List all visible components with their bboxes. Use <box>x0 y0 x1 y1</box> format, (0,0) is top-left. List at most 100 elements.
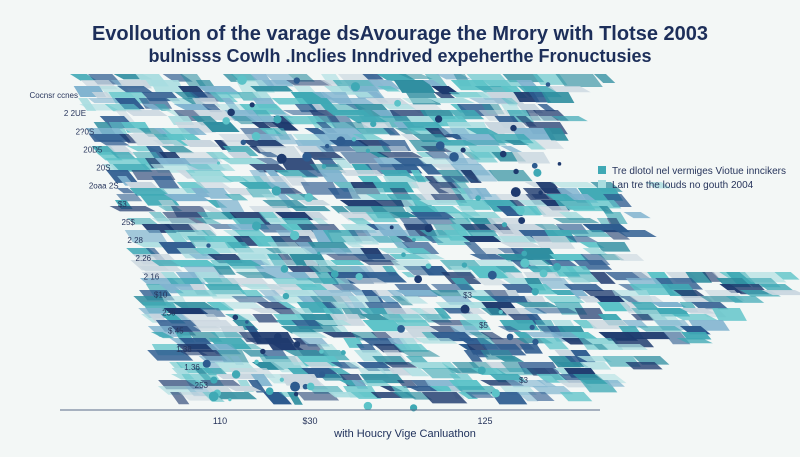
band-piece <box>541 92 575 104</box>
band-piece <box>103 164 121 172</box>
band-piece <box>534 140 565 149</box>
band-piece <box>381 104 417 110</box>
band-piece <box>527 284 558 295</box>
dot <box>306 382 315 391</box>
band-piece <box>104 104 143 112</box>
band-piece <box>505 380 548 388</box>
band-piece <box>227 224 260 232</box>
band-piece <box>543 128 569 141</box>
band-piece <box>295 284 328 291</box>
band-piece <box>154 104 172 111</box>
band-piece <box>234 230 268 238</box>
band-piece <box>482 80 527 88</box>
band-piece <box>224 92 244 99</box>
dot <box>210 376 218 384</box>
dot <box>249 102 255 108</box>
band-piece <box>383 128 401 136</box>
band-piece <box>151 218 200 226</box>
band-piece <box>434 140 478 146</box>
band-piece <box>469 254 507 260</box>
dot <box>302 152 312 162</box>
dot <box>414 275 423 284</box>
band-piece <box>526 368 552 376</box>
band-piece <box>347 218 375 226</box>
dot <box>321 164 327 169</box>
band-piece <box>534 224 565 230</box>
band-piece <box>339 200 384 207</box>
band-piece <box>220 302 264 309</box>
band-piece <box>183 128 207 135</box>
dot <box>351 136 357 142</box>
right-label: $5 <box>479 321 488 330</box>
band-piece <box>603 380 625 387</box>
dot <box>232 314 239 321</box>
dot <box>330 270 339 278</box>
band-piece <box>424 176 441 184</box>
band-piece <box>287 392 303 405</box>
band-piece <box>495 266 523 273</box>
band-piece <box>151 332 175 339</box>
band-piece <box>160 272 181 280</box>
band-piece <box>402 248 432 254</box>
dot <box>506 333 514 341</box>
band-piece <box>555 362 589 368</box>
band-piece <box>223 230 245 238</box>
band-piece <box>761 290 800 296</box>
band-piece <box>629 296 666 304</box>
dot <box>282 292 290 300</box>
band-piece <box>331 284 363 292</box>
band-piece <box>126 218 159 225</box>
band-piece <box>626 332 671 340</box>
band-piece <box>572 320 598 329</box>
band-piece <box>267 110 294 118</box>
band-piece <box>377 86 401 92</box>
band-piece <box>509 200 526 207</box>
band-piece <box>440 272 482 284</box>
band-piece <box>370 392 403 398</box>
band-piece <box>603 194 632 207</box>
dot <box>265 387 274 396</box>
band-piece <box>463 350 483 362</box>
legend-label: Tre dlotol nel vermiges Viotue inncikers <box>612 166 786 177</box>
x-axis-label: with Houcry Vige Canluathon <box>333 428 476 440</box>
dot <box>289 230 300 241</box>
band-piece <box>431 236 472 246</box>
band-piece <box>174 290 218 297</box>
dot <box>228 397 232 402</box>
band-piece <box>468 152 499 163</box>
band-piece <box>291 332 328 338</box>
band-piece <box>117 86 154 93</box>
band-piece <box>645 182 672 189</box>
band-piece <box>412 134 452 142</box>
y-label: 2 16 <box>144 272 160 281</box>
y-label: 20D5 <box>83 145 103 154</box>
band-piece <box>283 290 321 297</box>
band-piece <box>427 206 463 214</box>
dot <box>293 341 301 348</box>
band-piece <box>250 86 294 92</box>
dot <box>290 381 301 392</box>
band-piece <box>205 152 231 160</box>
band-piece <box>278 302 298 309</box>
band-piece <box>401 98 436 104</box>
band-piece <box>393 122 412 130</box>
dot <box>434 115 443 123</box>
band-piece <box>350 146 392 153</box>
band-piece <box>593 74 616 83</box>
band-piece <box>602 230 631 240</box>
band-piece <box>488 170 533 182</box>
dot <box>336 136 346 146</box>
dot <box>531 288 539 296</box>
band-piece <box>527 392 555 401</box>
title: Evolloution of the varage dsAvourage the… <box>92 23 708 45</box>
y-labels: Cocnsr ccnes 2 2UE 2?0S 20D5 20S 2oaa 2S $3 25$… <box>30 91 209 390</box>
dot <box>293 77 300 84</box>
band-piece <box>362 74 384 80</box>
dot <box>515 205 525 215</box>
band-piece <box>539 338 570 350</box>
band-piece <box>415 152 434 158</box>
band-piece <box>415 254 446 260</box>
band-piece <box>330 260 365 266</box>
band-piece <box>190 188 211 198</box>
